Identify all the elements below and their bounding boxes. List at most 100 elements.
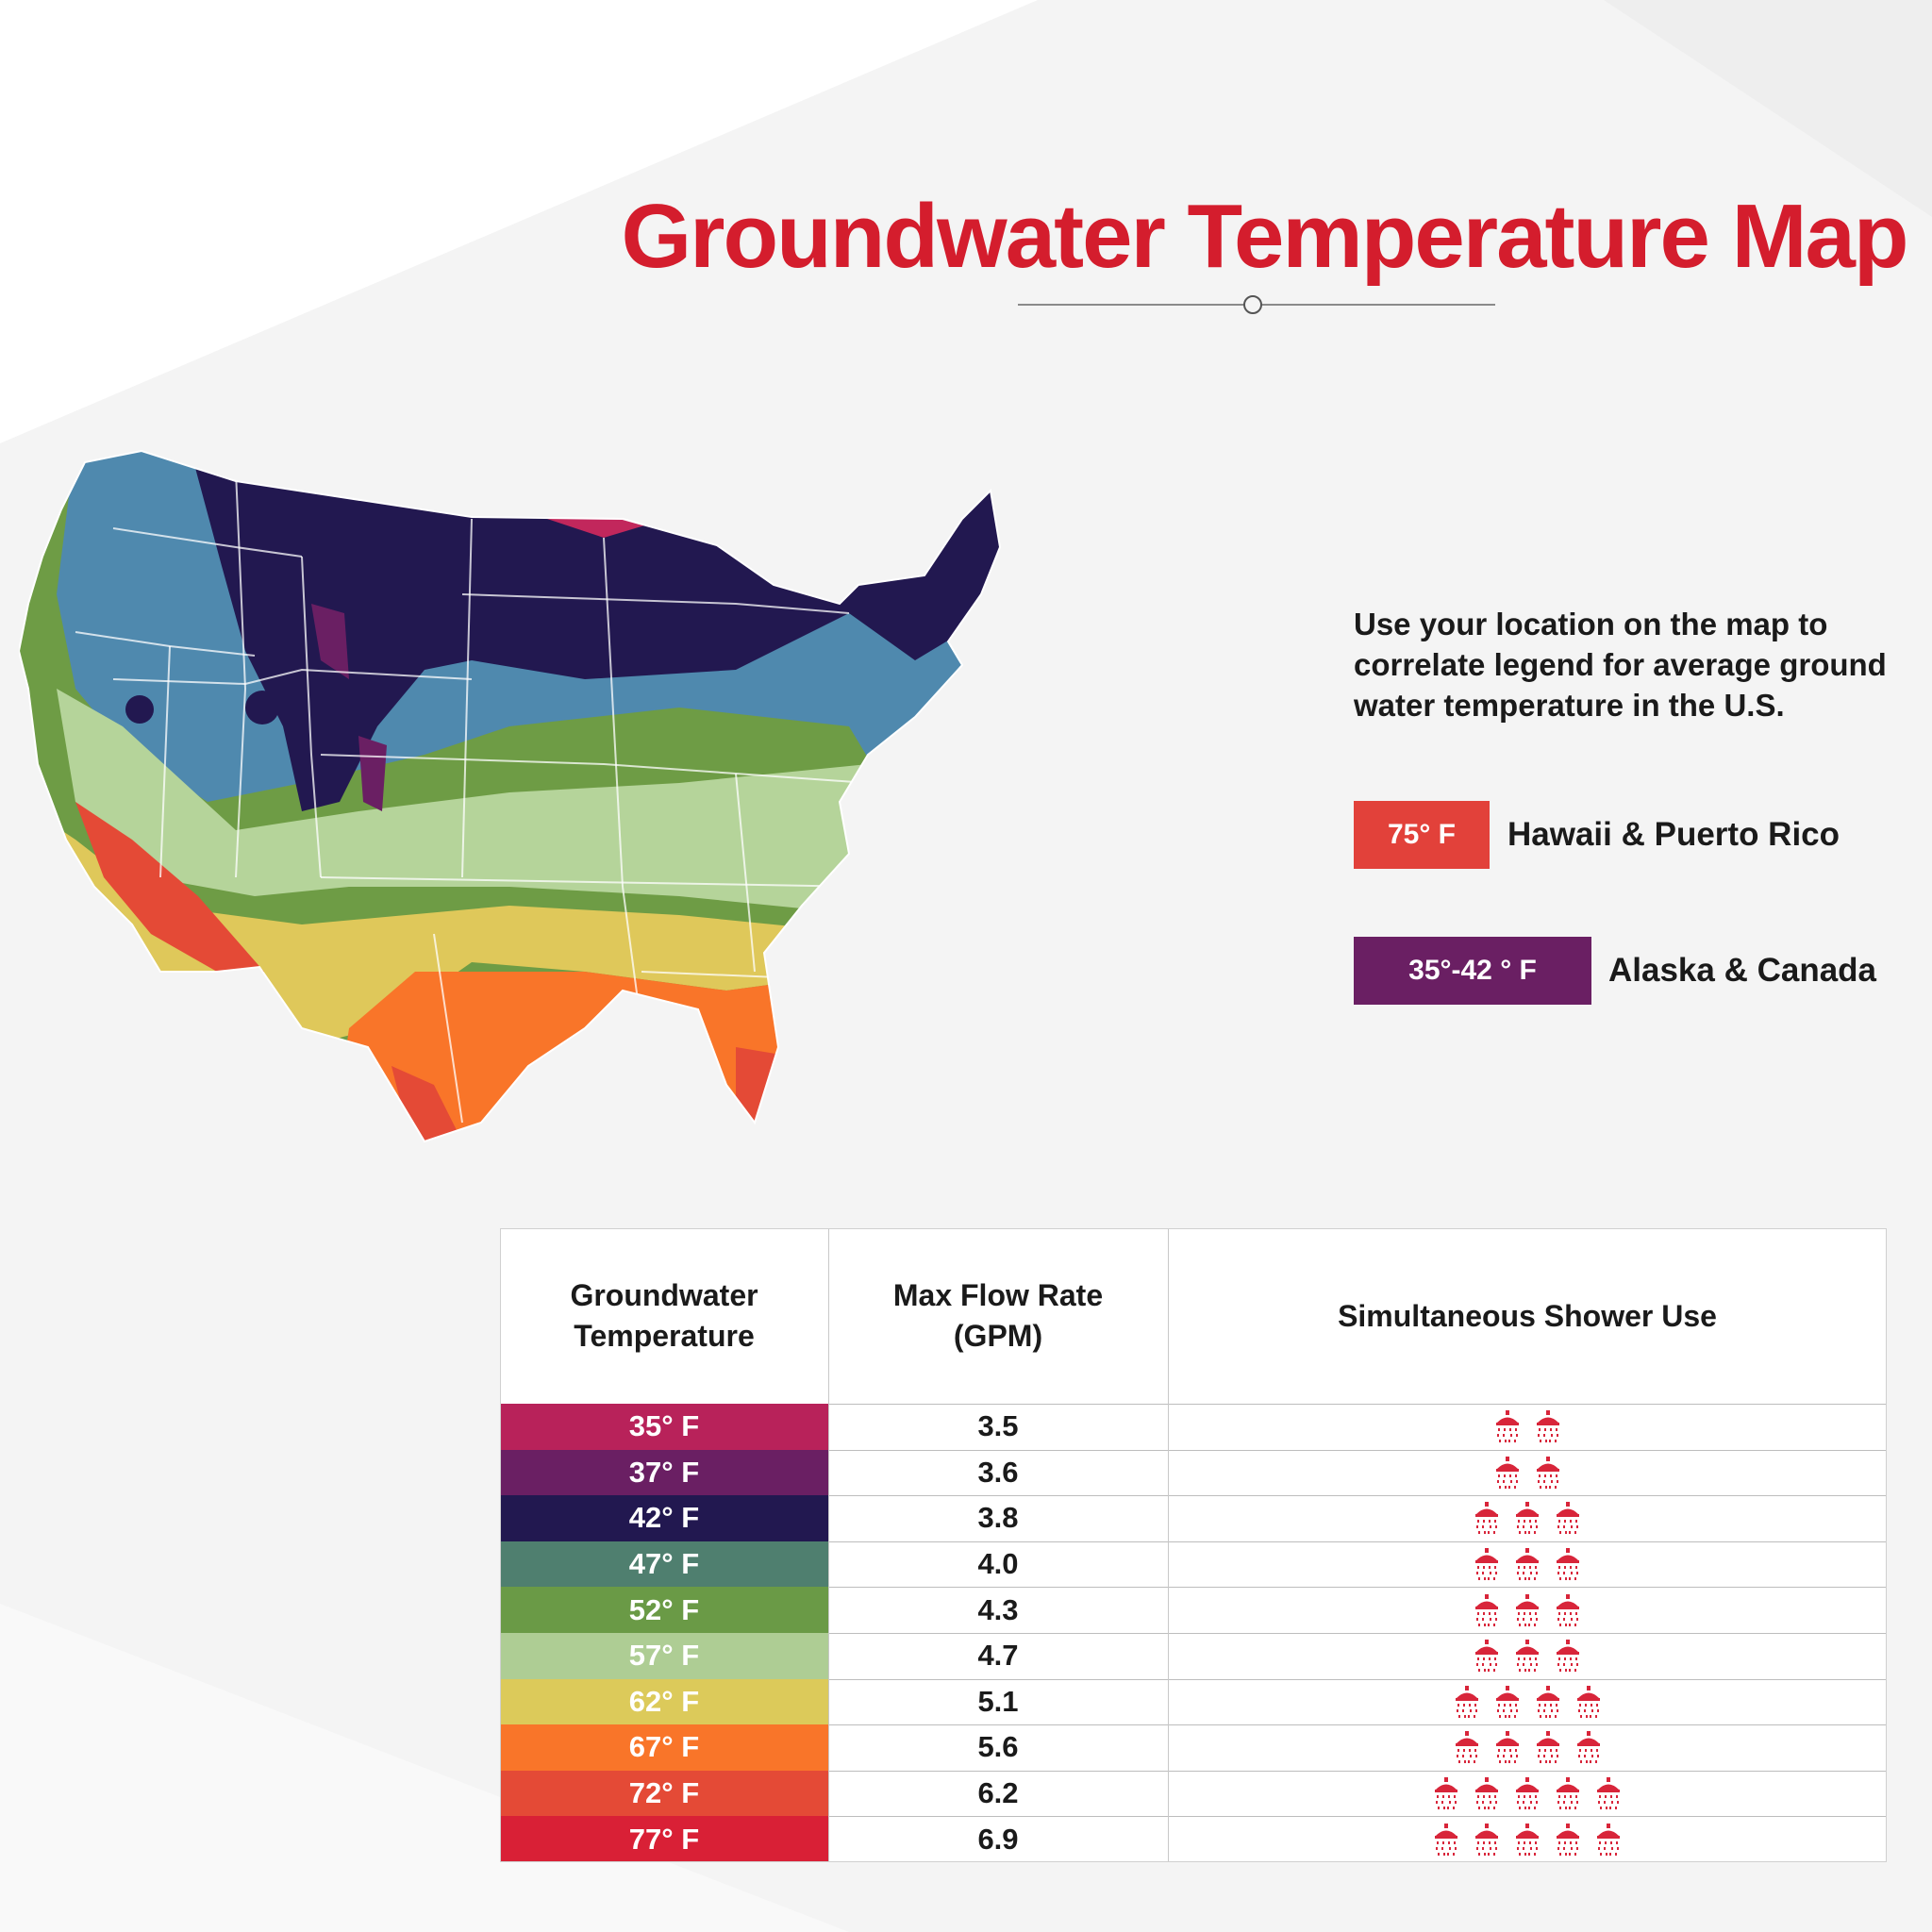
zone-navy-spot-west [125,695,154,724]
flow-rate-cell: 3.8 [977,1501,1019,1535]
row-divider [828,1587,1887,1589]
shower-use-cell [1168,1724,1887,1771]
flow-rate-cell: 6.2 [977,1776,1019,1810]
page-title: Groundwater Temperature Map [621,186,1908,287]
flow-rate-cell: 5.6 [977,1730,1019,1764]
header-max-flow-rate: Max Flow Rate (GPM) [892,1278,1104,1353]
table-row: 72° F 6.2 [500,1770,1887,1817]
row-divider [828,1404,1887,1405]
shower-head-icon [1473,1640,1501,1673]
flow-rate-cell: 4.3 [977,1592,1019,1626]
table-row: 42° F 3.8 [500,1495,1887,1541]
shower-use-cell [1168,1450,1887,1496]
row-divider [828,1770,1887,1772]
temperature-cell: 72° F [500,1770,828,1817]
flow-rate-cell: 3.5 [977,1409,1019,1443]
shower-head-icon [1453,1685,1481,1718]
shower-head-icon [1513,1502,1541,1535]
table-row: 52° F 4.3 [500,1587,1887,1633]
shower-head-icon [1554,1640,1582,1673]
zone-purple-spot-south [358,736,387,811]
legend-label-hawaii: Hawaii & Puerto Rico [1507,816,1840,853]
shower-head-icon [1493,1456,1522,1489]
shower-head-icon [1493,1731,1522,1764]
shower-head-icon [1473,1777,1501,1810]
temperature-cell: 67° F [500,1724,828,1771]
row-divider [828,1633,1887,1634]
shower-head-icon [1493,1410,1522,1443]
row-divider [828,1816,1887,1818]
state-borders [75,471,869,1124]
shower-use-cell [1168,1404,1887,1450]
table-row: 37° F 3.6 [500,1449,1887,1496]
shower-head-icon [1432,1777,1460,1810]
zone-light-green [57,689,1000,934]
temperature-cell: 57° F [500,1633,828,1679]
temperature-cell: 77° F [500,1816,828,1862]
legend-badge-alaska: 35°-42 ° F [1354,937,1591,1005]
shower-head-icon [1574,1685,1603,1718]
shower-head-icon [1554,1502,1582,1535]
header-groundwater-temperature: Groundwater Temperature [570,1278,758,1353]
zone-red-california [75,802,264,972]
row-divider [828,1678,1887,1680]
shower-head-icon [1574,1731,1603,1764]
zone-purple-spot-north [311,604,349,679]
shower-head-icon [1554,1593,1582,1626]
shower-head-icon [1432,1823,1460,1856]
temperature-cell: 47° F [500,1541,828,1588]
shower-use-cell [1168,1541,1887,1588]
table-row: 77° F 6.9 [500,1816,1887,1862]
zone-navy-spot-east [245,691,279,724]
temperature-cell: 37° F [500,1449,828,1496]
shower-head-icon [1534,1410,1562,1443]
temperature-cell: 35° F [500,1404,828,1450]
shower-head-icon [1473,1823,1501,1856]
shower-head-icon [1594,1823,1623,1856]
column-divider [1168,1228,1169,1862]
shower-use-cell [1168,1587,1887,1633]
table-row: 57° F 4.7 [500,1633,1887,1679]
table-row: 67° F 5.6 [500,1724,1887,1771]
map-instructions: Use your location on the map to correlat… [1354,607,1887,723]
flow-rate-cell: 6.9 [977,1822,1019,1856]
temperature-cell: 52° F [500,1587,828,1633]
table-row: 35° F 3.5 [500,1404,1887,1450]
zone-red-florida [736,1047,802,1141]
shower-head-icon [1473,1548,1501,1581]
shower-use-cell [1168,1633,1887,1679]
row-divider [828,1495,1887,1497]
shower-use-cell [1168,1816,1887,1862]
flow-rate-cell: 3.6 [977,1455,1019,1489]
flow-rate-table: Groundwater Temperature Max Flow Rate (G… [500,1228,1887,1862]
shower-head-icon [1453,1731,1481,1764]
flow-rate-cell: 4.7 [977,1639,1019,1673]
row-divider [828,1724,1887,1726]
shower-use-cell [1168,1771,1887,1817]
row-divider [828,1541,1887,1542]
us-temperature-map [19,443,1170,1160]
us-outline [19,449,1002,1143]
legend-badge-hawaii: 75° F [1354,801,1490,869]
legend-label-alaska: Alaska & Canada [1608,952,1877,989]
temperature-cell: 42° F [500,1495,828,1541]
shower-head-icon [1473,1593,1501,1626]
us-map-graphic [19,449,1002,1143]
shower-head-icon [1473,1502,1501,1535]
title-divider-dot [1243,295,1262,314]
shower-use-cell [1168,1495,1887,1541]
shower-head-icon [1534,1731,1562,1764]
header-simultaneous-shower-use: Simultaneous Shower Use [1338,1298,1717,1333]
column-divider [828,1228,829,1862]
flow-rate-cell: 4.0 [977,1547,1019,1581]
temperature-cell: 62° F [500,1678,828,1725]
shower-head-icon [1513,1777,1541,1810]
shower-head-icon [1594,1777,1623,1810]
row-divider [828,1449,1887,1451]
shower-head-icon [1513,1593,1541,1626]
shower-head-icon [1534,1456,1562,1489]
table-row: 47° F 4.0 [500,1541,1887,1588]
table-row: 62° F 5.1 [500,1678,1887,1725]
shower-head-icon [1513,1823,1541,1856]
shower-head-icon [1493,1685,1522,1718]
